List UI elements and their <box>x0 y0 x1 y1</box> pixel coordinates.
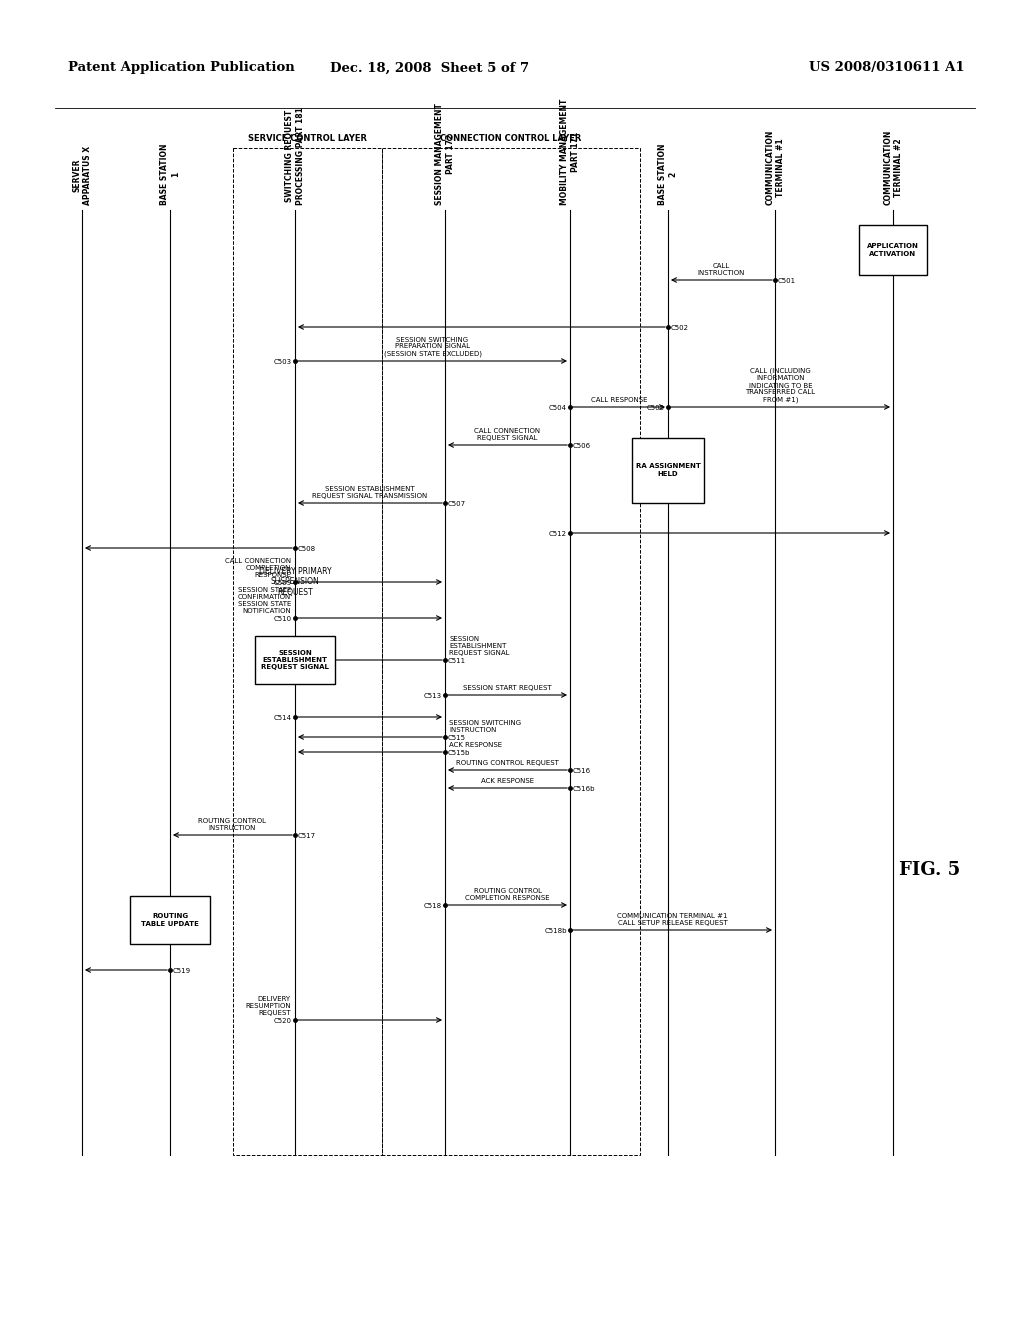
Text: DELIVERY
RESUMPTION
REQUEST: DELIVERY RESUMPTION REQUEST <box>246 997 291 1016</box>
Bar <box>130 896 210 944</box>
Text: SERVICE CONTROL LAYER: SERVICE CONTROL LAYER <box>248 135 367 143</box>
Text: C518b: C518b <box>545 928 567 935</box>
Text: SWITCHING REQUEST
PROCESSING PART 181: SWITCHING REQUEST PROCESSING PART 181 <box>286 107 305 205</box>
Text: C510: C510 <box>273 616 292 622</box>
Text: CALL
INSTRUCTION: CALL INSTRUCTION <box>697 263 745 276</box>
Text: C519: C519 <box>173 968 191 974</box>
Text: CALL RESPONSE: CALL RESPONSE <box>591 397 647 403</box>
Text: C520: C520 <box>274 1018 292 1024</box>
Text: C507: C507 <box>449 502 466 507</box>
Text: C514: C514 <box>274 715 292 721</box>
Text: C506: C506 <box>573 444 591 449</box>
Text: C518: C518 <box>424 903 442 909</box>
Text: C517: C517 <box>298 833 316 840</box>
Text: SESSION SWITCHING
PREPARATION SIGNAL
(SESSION STATE EXCLUDED): SESSION SWITCHING PREPARATION SIGNAL (SE… <box>384 337 481 356</box>
Text: C516: C516 <box>573 768 591 774</box>
Text: CALL CONNECTION
COMPLETION
RESPONSE: CALL CONNECTION COMPLETION RESPONSE <box>225 558 291 578</box>
Text: ACK RESPONSE: ACK RESPONSE <box>449 742 502 748</box>
Text: COMMUNICATION TERMINAL #1
CALL SETUP RELEASE REQUEST: COMMUNICATION TERMINAL #1 CALL SETUP REL… <box>617 913 728 927</box>
Text: SESSION
ESTABLISHMENT
REQUEST SIGNAL: SESSION ESTABLISHMENT REQUEST SIGNAL <box>449 636 510 656</box>
Text: C501: C501 <box>778 279 796 284</box>
Text: C516b: C516b <box>573 785 596 792</box>
Text: MOBILITY MANAGEMENT
PART 171: MOBILITY MANAGEMENT PART 171 <box>560 99 580 205</box>
Text: ROUTING CONTROL REQUEST: ROUTING CONTROL REQUEST <box>456 760 559 766</box>
Text: SERVER
APPARATUS X: SERVER APPARATUS X <box>73 147 92 205</box>
Text: C502: C502 <box>671 325 689 331</box>
Text: SESSION START REQUEST: SESSION START REQUEST <box>463 685 552 690</box>
Text: ACK RESPONSE: ACK RESPONSE <box>481 777 535 784</box>
Text: C505: C505 <box>647 405 665 411</box>
Text: C504: C504 <box>549 405 567 411</box>
Text: C503: C503 <box>273 359 292 366</box>
Text: RA ASSIGNMENT
HELD: RA ASSIGNMENT HELD <box>636 463 700 477</box>
Text: SESSION
ESTABLISHMENT
REQUEST SIGNAL: SESSION ESTABLISHMENT REQUEST SIGNAL <box>261 649 329 671</box>
Text: COMMUNICATION
TERMINAL #2: COMMUNICATION TERMINAL #2 <box>884 129 903 205</box>
Text: ROUTING CONTROL
COMPLETION RESPONSE: ROUTING CONTROL COMPLETION RESPONSE <box>465 888 550 902</box>
Bar <box>255 636 335 684</box>
Text: SESSION ESTABLISHMENT
REQUEST SIGNAL TRANSMISSION: SESSION ESTABLISHMENT REQUEST SIGNAL TRA… <box>312 486 428 499</box>
Text: APPLICATION
ACTIVATION: APPLICATION ACTIVATION <box>867 243 919 256</box>
Text: FIG. 5: FIG. 5 <box>899 861 961 879</box>
Text: CONNECTION CONTROL LAYER: CONNECTION CONTROL LAYER <box>440 135 582 143</box>
Text: C512: C512 <box>549 531 567 537</box>
Text: C513: C513 <box>424 693 442 700</box>
Text: C515: C515 <box>449 735 466 741</box>
Text: C515b: C515b <box>449 750 470 756</box>
Text: SESSION SWITCHING
INSTRUCTION: SESSION SWITCHING INSTRUCTION <box>449 719 521 733</box>
Text: DELIVERY PRIMARY
SUSPENSION
REQUEST: DELIVERY PRIMARY SUSPENSION REQUEST <box>259 568 332 597</box>
Text: C508: C508 <box>298 546 316 552</box>
Text: ROUTING
TABLE UPDATE: ROUTING TABLE UPDATE <box>141 913 199 927</box>
Bar <box>382 148 640 1155</box>
Text: BASE STATION
2: BASE STATION 2 <box>658 144 678 205</box>
Text: SESSION MANAGEMENT
PART 172: SESSION MANAGEMENT PART 172 <box>435 103 455 205</box>
Text: COMMUNICATION
TERMINAL #1: COMMUNICATION TERMINAL #1 <box>765 129 784 205</box>
Text: ROUTING CONTROL
INSTRUCTION: ROUTING CONTROL INSTRUCTION <box>199 818 266 832</box>
Text: CALL (INCLUDING
INFORMATION
INDICATING TO BE
TRANSFERRED CALL
FROM #1): CALL (INCLUDING INFORMATION INDICATING T… <box>745 368 815 403</box>
Text: Patent Application Publication: Patent Application Publication <box>68 62 295 74</box>
Bar <box>233 148 382 1155</box>
Text: Dec. 18, 2008  Sheet 5 of 7: Dec. 18, 2008 Sheet 5 of 7 <box>331 62 529 74</box>
Text: C511: C511 <box>449 657 466 664</box>
Bar <box>632 437 705 503</box>
Bar <box>859 224 927 275</box>
Text: SESSION STATE
CONFIRMATION
SESSION STATE
NOTIFICATION: SESSION STATE CONFIRMATION SESSION STATE… <box>238 587 291 614</box>
Text: BASE STATION
1: BASE STATION 1 <box>161 144 179 205</box>
Text: US 2008/0310611 A1: US 2008/0310611 A1 <box>809 62 965 74</box>
Text: CALL CONNECTION
REQUEST SIGNAL: CALL CONNECTION REQUEST SIGNAL <box>474 428 541 441</box>
Text: C509: C509 <box>273 579 292 586</box>
